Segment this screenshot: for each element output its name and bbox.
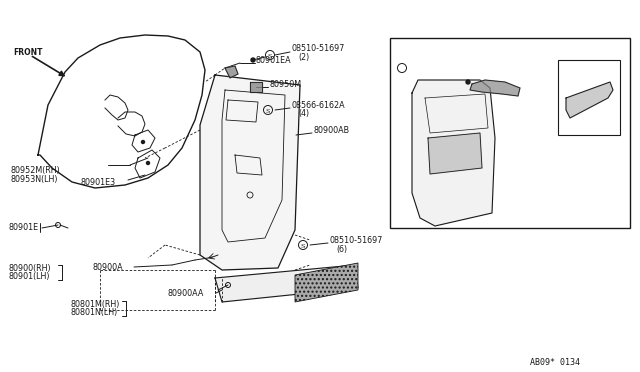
Text: 80961: 80961 <box>508 60 533 69</box>
Text: 08566-6162A: 08566-6162A <box>292 100 346 109</box>
Polygon shape <box>470 80 520 96</box>
Text: 80801N(LH): 80801N(LH) <box>70 308 117 317</box>
Text: S: S <box>301 244 305 249</box>
Text: 80901EA: 80901EA <box>256 55 292 64</box>
Text: 80953N(LH): 80953N(LH) <box>10 174 58 183</box>
Polygon shape <box>225 66 238 78</box>
Text: 08510-51697: 08510-51697 <box>330 235 383 244</box>
Text: 80801M(RH): 80801M(RH) <box>70 299 120 308</box>
Text: FRONT: FRONT <box>13 48 43 57</box>
Polygon shape <box>566 82 613 118</box>
Text: S: S <box>266 109 270 114</box>
Text: 80900(RH): 80900(RH) <box>8 263 51 273</box>
Text: 80960: 80960 <box>566 65 591 74</box>
Polygon shape <box>215 265 358 302</box>
Polygon shape <box>428 133 482 174</box>
Text: 08510-51697: 08510-51697 <box>430 61 483 70</box>
Circle shape <box>141 141 145 144</box>
Circle shape <box>466 80 470 84</box>
Polygon shape <box>412 80 495 226</box>
Text: FOR POWER WINDOW: FOR POWER WINDOW <box>398 44 495 53</box>
Text: 80901E: 80901E <box>8 222 38 231</box>
Text: 80900AA: 80900AA <box>168 289 204 298</box>
Text: 08510-51697: 08510-51697 <box>292 44 346 52</box>
Text: AB09* 0134: AB09* 0134 <box>530 358 580 367</box>
Circle shape <box>147 161 150 164</box>
Text: S: S <box>400 67 404 72</box>
Text: 80901(LH): 80901(LH) <box>8 273 49 282</box>
Text: 80952M(RH): 80952M(RH) <box>10 166 60 174</box>
Polygon shape <box>200 75 300 270</box>
Polygon shape <box>295 263 358 302</box>
Polygon shape <box>250 82 262 92</box>
Text: (2): (2) <box>436 70 447 78</box>
Text: 80901E3: 80901E3 <box>80 177 115 186</box>
Text: 80950M: 80950M <box>270 80 302 89</box>
Text: S: S <box>268 54 272 59</box>
Text: 80900A: 80900A <box>92 263 123 272</box>
Text: (4): (4) <box>298 109 309 118</box>
Text: (2): (2) <box>298 52 309 61</box>
Bar <box>558 60 620 135</box>
Bar <box>390 38 630 228</box>
Text: (6): (6) <box>336 244 347 253</box>
Text: 80900AB: 80900AB <box>314 125 350 135</box>
Circle shape <box>251 58 255 62</box>
